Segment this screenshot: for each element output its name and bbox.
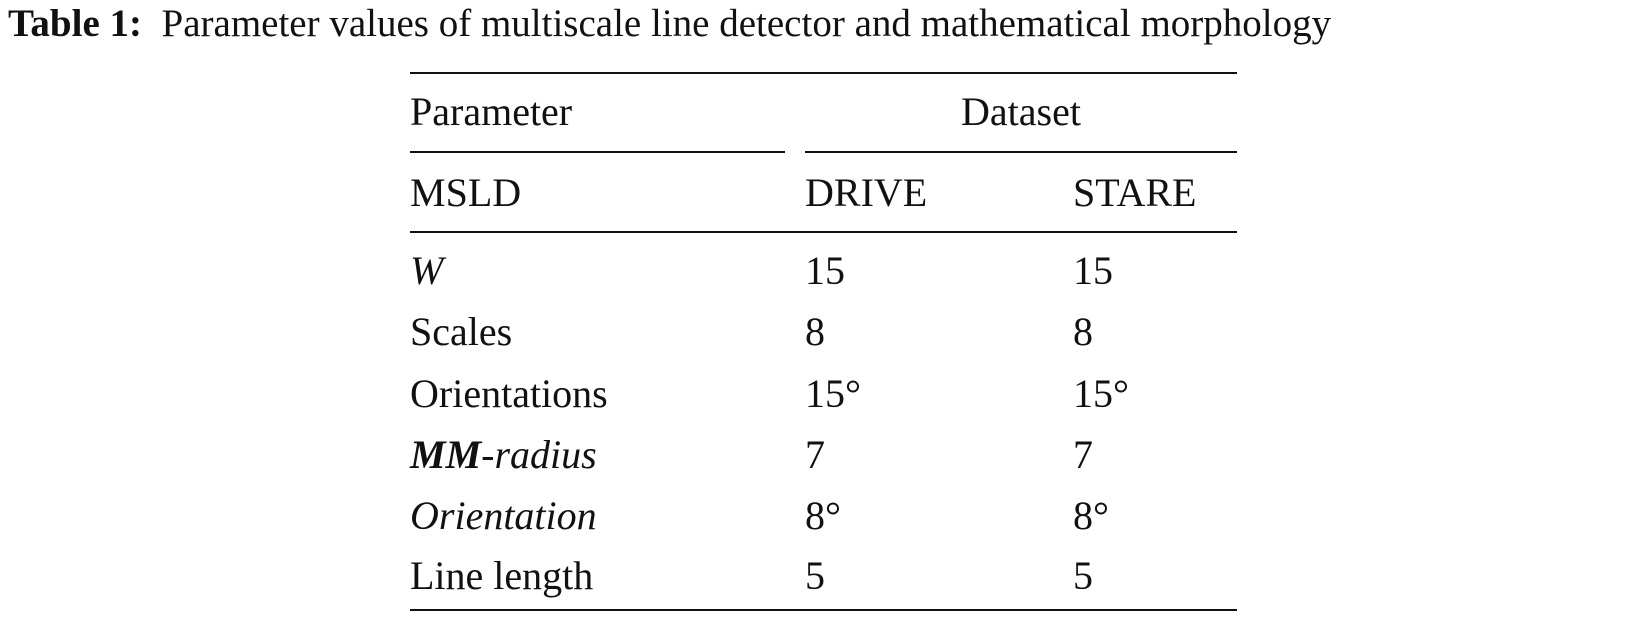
caption: Table 1: Parameter values of multiscale …	[8, 2, 1331, 46]
subheader-cell: DRIVE	[805, 170, 928, 215]
caption-text: Parameter values of multiscale line dete…	[161, 2, 1332, 45]
subheader-cell: STARE	[1073, 170, 1197, 215]
cell-part: Orientation	[410, 493, 597, 538]
caption-label: Table 1:	[8, 2, 143, 45]
header-cell: Dataset	[961, 89, 1081, 134]
table-cell: 8°	[1073, 493, 1109, 538]
table-cell: Orientation	[410, 494, 597, 538]
cell-part: W	[410, 248, 444, 293]
table-cell: Orientations	[410, 371, 608, 416]
table-cell: Line length	[410, 553, 594, 598]
table-cell: Scales	[410, 309, 513, 354]
top-rule	[410, 72, 1237, 74]
table-cell: MM-radius	[410, 433, 597, 477]
subheader-cell: MSLD	[410, 170, 522, 215]
partial-rule	[805, 151, 1237, 153]
table-cell: 8	[805, 309, 825, 354]
bottom-rule	[410, 609, 1237, 611]
header-cell: Parameter	[410, 89, 573, 134]
cell-part: MM	[410, 432, 482, 477]
table-cell: 8	[1073, 309, 1093, 354]
table-cell: 15°	[1073, 371, 1129, 416]
table-cell: 7	[805, 432, 825, 477]
table-cell: 15	[805, 248, 845, 293]
table-cell: 15	[1073, 248, 1113, 293]
table-cell: W	[410, 249, 443, 293]
table-cell: 8°	[805, 493, 841, 538]
table-cell: 7	[1073, 432, 1093, 477]
table-cell: 15°	[805, 371, 861, 416]
partial-rule	[410, 151, 785, 153]
mid-rule	[410, 231, 1237, 233]
cell-part: -radius	[481, 432, 597, 477]
table-cell: 5	[805, 553, 825, 598]
table-cell: 5	[1073, 553, 1093, 598]
